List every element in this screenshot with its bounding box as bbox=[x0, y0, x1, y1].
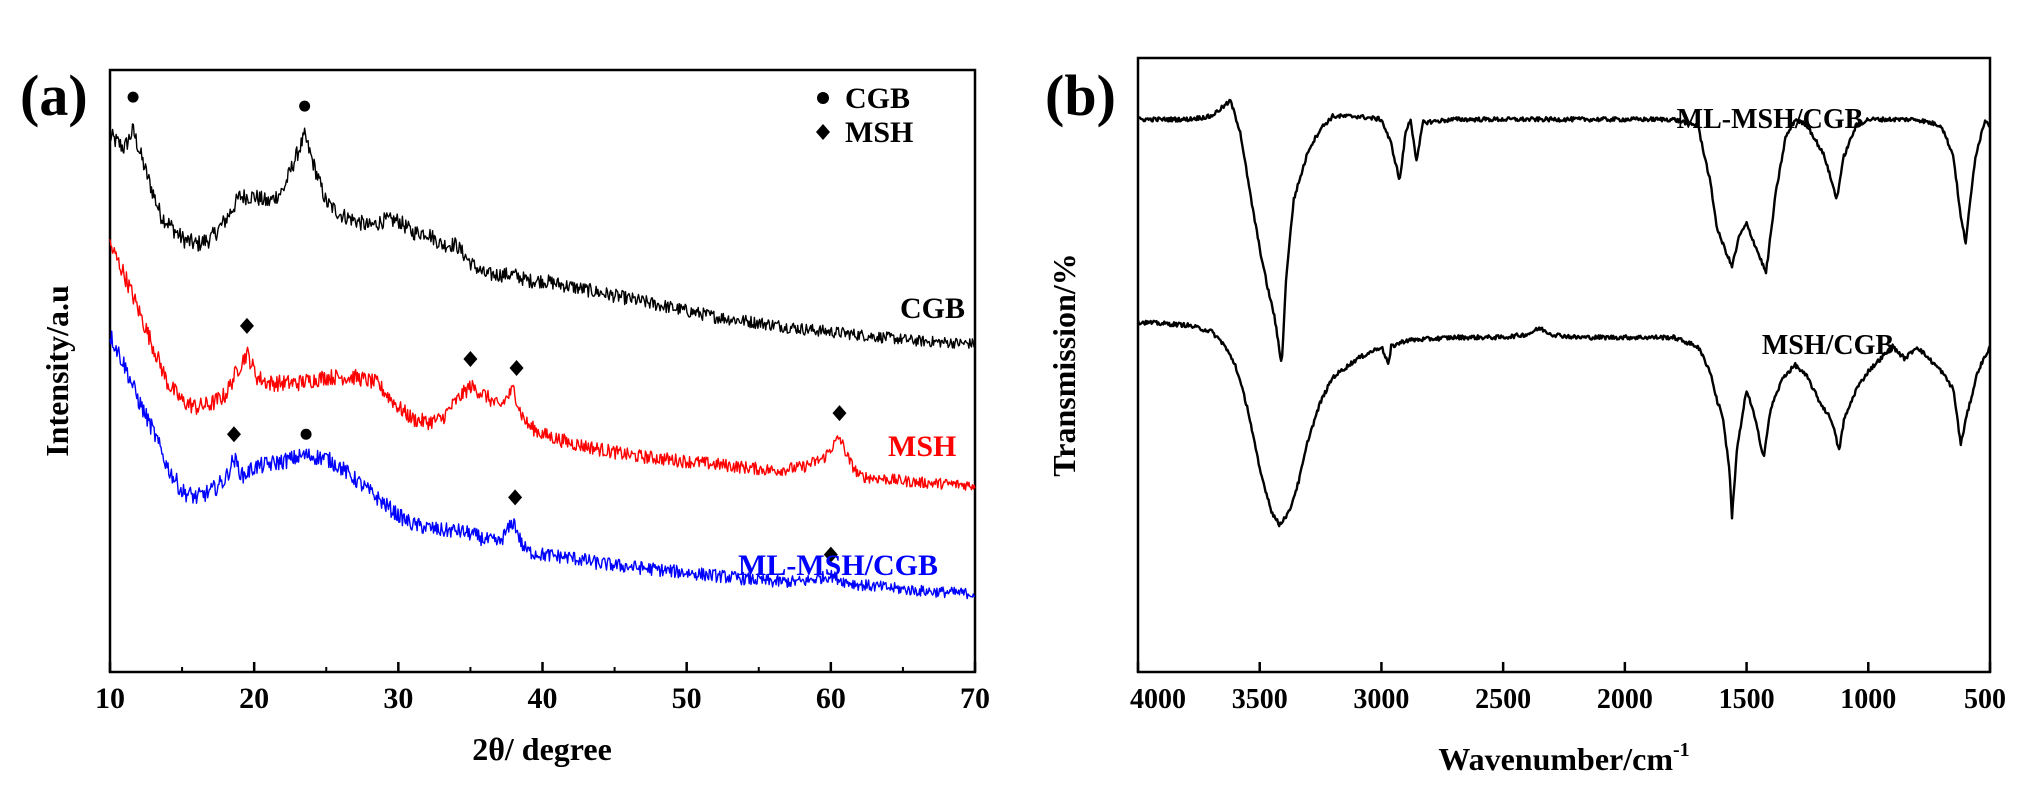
curve-label-cgb: CGB bbox=[900, 292, 965, 325]
panel-a-label: (a) bbox=[20, 63, 88, 128]
x-tick-label: 30 bbox=[383, 682, 413, 715]
x-tick-label: 3000 bbox=[1353, 684, 1409, 715]
x-tick-label: 70 bbox=[960, 682, 990, 715]
curve-label-msh: MSH bbox=[888, 430, 956, 463]
x-tick-label: 1000 bbox=[1840, 684, 1896, 715]
panel-b-x-axis-label: Wavenumber/cm-1 bbox=[1438, 739, 1689, 777]
peak-marker-diamond bbox=[226, 426, 241, 443]
curve-label-msh-cgb-ftir: MSH/CGB bbox=[1762, 330, 1894, 361]
x-tick-label: 2000 bbox=[1597, 684, 1653, 715]
panel-b-ftir-chart: (b) 4000 3500 3000 2500 2000 1500 1000 500 ML-M… bbox=[1045, 56, 2006, 777]
panel-b-x-axis-label-text: Wavenumber/cm bbox=[1438, 741, 1673, 777]
series-line-cgb bbox=[109, 123, 976, 349]
legend-diamond-marker bbox=[816, 124, 830, 140]
panel-a-peak-markers bbox=[127, 91, 847, 563]
peak-marker-diamond bbox=[509, 359, 524, 376]
x-tick-label: 10 bbox=[95, 682, 125, 715]
x-tick-label: 1500 bbox=[1719, 684, 1775, 715]
panel-a-xrd-chart: (a) 10 20 30 40 50 60 70 CGB MSH CGB MSH ML-MS… bbox=[20, 63, 990, 767]
peak-marker-diamond bbox=[463, 350, 478, 367]
panel-a-x-axis-label: 2θ/ degree bbox=[472, 731, 612, 767]
panel-b-series bbox=[1136, 98, 1992, 528]
x-tick-label: 500 bbox=[1964, 684, 2006, 715]
peak-marker-diamond bbox=[823, 546, 838, 563]
series-line-msh-cgb bbox=[1136, 319, 1992, 528]
peak-marker-diamond bbox=[239, 317, 254, 334]
panel-a-x-ticks: 10 20 30 40 50 60 70 bbox=[95, 662, 990, 715]
x-tick-label: 50 bbox=[672, 682, 702, 715]
peak-marker-circle bbox=[299, 100, 311, 112]
x-tick-label: 3500 bbox=[1232, 684, 1288, 715]
peak-marker-diamond bbox=[508, 489, 523, 506]
series-line-ml-msh-cgb bbox=[109, 330, 976, 600]
curve-label-ml-msh-cgb: ML-MSH/CGB bbox=[738, 549, 938, 582]
curve-label-ml-msh-cgb-ftir: ML-MSH/CGB bbox=[1677, 104, 1864, 135]
panel-b-y-axis-label: Transmission/% bbox=[1046, 253, 1082, 476]
x-tick-label: 60 bbox=[816, 682, 846, 715]
x-tick-label: 4000 bbox=[1130, 684, 1186, 715]
peak-marker-circle bbox=[127, 91, 139, 103]
legend-label-msh: MSH bbox=[845, 116, 913, 149]
legend-label-cgb: CGB bbox=[845, 82, 910, 115]
legend-circle-marker bbox=[817, 92, 829, 104]
x-tick-label: 40 bbox=[528, 682, 558, 715]
x-tick-label: 20 bbox=[239, 682, 269, 715]
peak-marker-circle bbox=[300, 428, 312, 440]
peak-marker-diamond bbox=[832, 405, 847, 422]
panel-b-x-ticks: 4000 3500 3000 2500 2000 1500 1000 500 bbox=[1130, 662, 2006, 715]
panel-b-plot-frame bbox=[1136, 56, 1992, 674]
x-tick-label: 2500 bbox=[1475, 684, 1531, 715]
panel-a-y-axis-label: Intensity/a.u bbox=[39, 285, 75, 457]
panel-a-legend: CGB MSH bbox=[816, 82, 913, 149]
panel-a-series bbox=[109, 123, 976, 600]
series-line-ml-msh-cgb bbox=[1137, 98, 1991, 362]
panel-b-x-axis-label-superscript: -1 bbox=[1673, 739, 1690, 761]
series-line-msh bbox=[109, 239, 976, 491]
panel-b-label: (b) bbox=[1045, 63, 1116, 128]
